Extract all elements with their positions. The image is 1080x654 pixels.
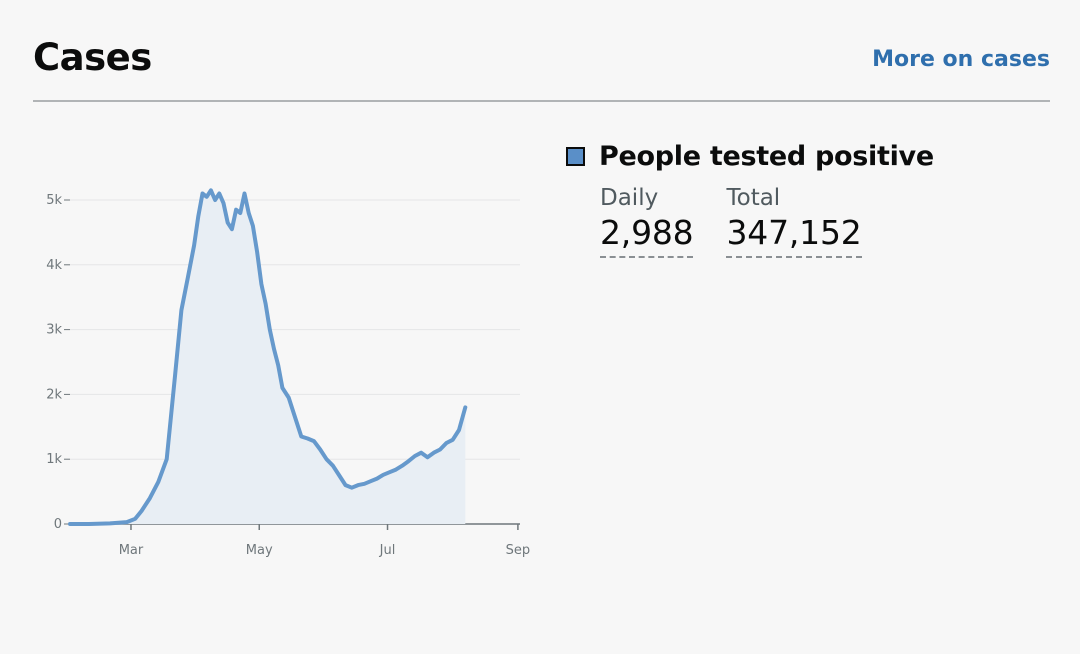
y-tick-label: 4k bbox=[46, 258, 62, 273]
y-tick-label: 1k bbox=[46, 452, 62, 467]
cases-chart-svg: 0 1k 2k 3k 4k 5k Mar May Jul Sep bbox=[46, 188, 531, 558]
series-line bbox=[68, 188, 468, 526]
total-value[interactable]: 347,152 bbox=[726, 212, 862, 258]
x-tick-label: Mar bbox=[119, 543, 144, 558]
y-tick-label: 5k bbox=[46, 193, 62, 208]
daily-stat: Daily 2,988 bbox=[600, 184, 694, 258]
card-title: Cases bbox=[33, 36, 152, 79]
more-on-cases-link[interactable]: More on cases bbox=[872, 47, 1050, 72]
y-tick-label: 2k bbox=[46, 387, 62, 402]
legend-swatch bbox=[566, 146, 585, 166]
metrics-panel: People tested positive Daily 2,988 Total… bbox=[566, 138, 1046, 258]
x-tick-label: May bbox=[246, 543, 273, 558]
x-tick-label: Jul bbox=[379, 543, 396, 558]
legend-label: People tested positive bbox=[599, 140, 934, 172]
y-tick-label: 0 bbox=[54, 517, 62, 532]
card-header: Cases More on cases bbox=[33, 30, 1050, 102]
total-label: Total bbox=[726, 185, 781, 211]
daily-label: Daily bbox=[600, 185, 659, 211]
stats-row: Daily 2,988 Total 347,152 bbox=[600, 184, 1046, 258]
series-area bbox=[70, 190, 466, 525]
y-tick-label: 3k bbox=[46, 323, 62, 338]
cases-chart: 0 1k 2k 3k 4k 5k Mar May Jul Sep bbox=[30, 150, 540, 590]
daily-value[interactable]: 2,988 bbox=[600, 212, 694, 258]
total-stat: Total 347,152 bbox=[726, 184, 862, 258]
legend-row: People tested positive bbox=[566, 138, 1046, 174]
x-tick-label: Sep bbox=[506, 543, 531, 558]
